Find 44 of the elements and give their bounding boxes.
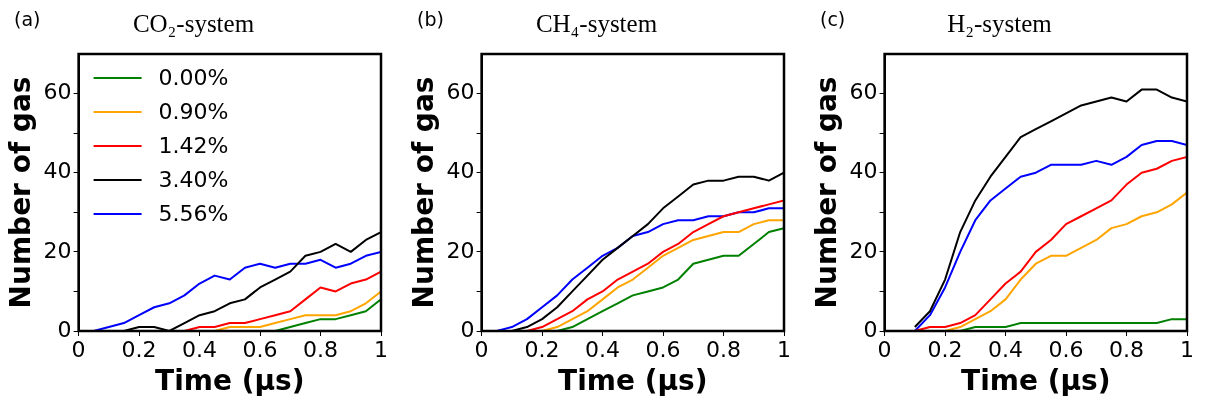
legend-label: 1.42% [158, 132, 229, 158]
x-tick-label: 1 [374, 336, 388, 362]
legend-label: 3.40% [158, 166, 229, 192]
y-tick-label: 40 [43, 158, 72, 184]
x-tick-label: 0.8 [303, 336, 339, 362]
x-tick-label: 0.8 [706, 336, 742, 362]
x-axis-title: Time (μs) [558, 364, 708, 398]
y-tick-label: 20 [43, 237, 72, 263]
y-tick-label: 40 [446, 158, 475, 184]
chart-title: CH₄-system [535, 9, 658, 37]
x-tick-label: 0.2 [121, 336, 157, 362]
legend-label: 0.00% [158, 64, 229, 90]
x-axis-title: Time (μs) [961, 364, 1111, 398]
y-tick-label: 60 [446, 79, 475, 105]
x-tick-label: 0.2 [927, 336, 963, 362]
x-tick-label: 0.4 [988, 336, 1024, 362]
legend-label: 0.90% [158, 98, 229, 124]
x-tick-label: 0.4 [182, 336, 218, 362]
chart-title: CO₂-system [132, 9, 255, 37]
chart-title: H₂-system [947, 9, 1053, 37]
x-tick-label: 0.6 [242, 336, 278, 362]
x-tick-label: 0.4 [585, 336, 621, 362]
y-tick-label: 60 [43, 79, 72, 105]
y-tick-label: 0 [57, 316, 72, 342]
x-tick-label: 0.8 [1109, 336, 1145, 362]
text: (a) [14, 8, 41, 31]
x-axis-title: Time (μs) [155, 364, 305, 398]
y-tick-label: 0 [863, 316, 878, 342]
y-axis-title: Number of gas [810, 76, 844, 309]
x-tick-label: 1 [777, 336, 791, 362]
y-axis-title: Number of gas [4, 76, 38, 309]
text: (c) [820, 8, 846, 31]
y-tick-label: 20 [446, 237, 475, 263]
x-tick-label: 0.6 [1048, 336, 1084, 362]
y-axis-title: Number of gas [407, 76, 441, 309]
text: (b) [417, 8, 444, 31]
y-tick-label: 0 [460, 316, 475, 342]
x-tick-label: 0.6 [645, 336, 681, 362]
legend-label: 5.56% [158, 200, 229, 226]
y-tick-label: 40 [849, 158, 878, 184]
y-tick-label: 60 [849, 79, 878, 105]
y-tick-label: 20 [849, 237, 878, 263]
x-tick-label: 0.2 [524, 336, 560, 362]
x-tick-label: 1 [1180, 336, 1194, 362]
